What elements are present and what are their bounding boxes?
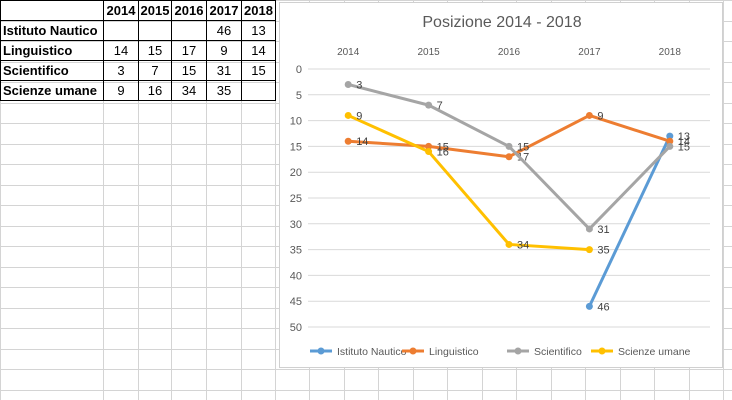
- legend-marker: [598, 347, 606, 355]
- data-point: [505, 142, 513, 150]
- table-cell[interactable]: 31: [206, 60, 242, 81]
- data-label: 15: [678, 141, 690, 153]
- x-tick-label: 2016: [498, 47, 521, 58]
- table-cell[interactable]: 17: [171, 40, 207, 61]
- table-cell[interactable]: 14: [103, 40, 139, 61]
- chart-area[interactable]: Posizione 2014 - 2018 0 5 10 15 20 25 30 35 40 45 5…: [279, 2, 723, 368]
- y-tick-label: 5: [296, 90, 302, 102]
- series-line: [347, 114, 590, 252]
- data-label: 9: [356, 110, 362, 122]
- table-cell[interactable]: 16: [138, 80, 172, 101]
- table-cell[interactable]: 7: [138, 60, 172, 81]
- y-tick-label: 45: [290, 296, 302, 308]
- table-row: Scienze umane 9 16 34 35: [0, 80, 276, 101]
- table-cell[interactable]: [138, 20, 172, 41]
- x-tick-label: 2017: [578, 47, 601, 58]
- legend-label: Istituto Nautico: [337, 346, 407, 358]
- table-cell[interactable]: 9: [206, 40, 242, 61]
- data-label: 13: [678, 131, 690, 143]
- data-label: 31: [597, 224, 609, 236]
- data-label: 35: [597, 245, 609, 257]
- data-label: 14: [356, 136, 368, 148]
- data-label: 34: [517, 239, 529, 251]
- data-point: [425, 101, 433, 109]
- chart-title: Posizione 2014 - 2018: [422, 14, 581, 31]
- data-point: [344, 111, 352, 119]
- data-label: 17: [517, 152, 529, 164]
- table-row: Scientifico 3 7 15 31 15: [0, 60, 276, 81]
- y-tick-label: 50: [290, 322, 302, 334]
- data-point: [585, 111, 593, 119]
- data-point: [585, 246, 593, 254]
- x-tick-label: 2014: [337, 47, 360, 58]
- data-point: [505, 240, 513, 248]
- table-corner-cell[interactable]: [0, 0, 104, 21]
- column-header[interactable]: 2016: [171, 0, 207, 21]
- table-cell[interactable]: 15: [171, 60, 207, 81]
- data-label: 15: [517, 141, 529, 153]
- row-label[interactable]: Scienze umane: [0, 80, 104, 101]
- data-point: [344, 137, 352, 145]
- column-header[interactable]: 2017: [206, 0, 242, 21]
- data-point: [666, 142, 674, 150]
- y-tick-label: 25: [290, 193, 302, 205]
- legend-marker: [317, 347, 325, 355]
- table-cell[interactable]: 34: [171, 80, 207, 101]
- line-chart: Posizione 2014 - 2018 0 5 10 15 20 25 30 35 40 45 5…: [290, 14, 710, 358]
- legend-marker: [514, 347, 522, 355]
- data-label: 46: [597, 301, 609, 313]
- column-header[interactable]: 2015: [138, 0, 172, 21]
- table-cell[interactable]: 35: [206, 80, 242, 101]
- data-point: [344, 80, 352, 88]
- data-label: 16: [437, 147, 449, 159]
- legend-label: Scienze umane: [618, 346, 691, 358]
- y-tick-label: 0: [296, 64, 302, 76]
- table-cell[interactable]: 9: [103, 80, 139, 101]
- data-point: [425, 142, 433, 150]
- table-cell[interactable]: [171, 20, 207, 41]
- y-tick-label: 15: [290, 141, 302, 153]
- table-cell[interactable]: 46: [206, 20, 242, 41]
- table-row: Linguistico 14 15 17 9 14: [0, 40, 276, 61]
- x-tick-label: 2018: [659, 47, 682, 58]
- y-tick-label: 10: [290, 116, 302, 128]
- table-cell[interactable]: [103, 20, 139, 41]
- table-header-row: 2014 2015 2016 2017 2018: [0, 0, 276, 21]
- column-header[interactable]: 2014: [103, 0, 139, 21]
- legend-label: Scientifico: [534, 346, 582, 358]
- data-table: 2014 2015 2016 2017 2018 Istituto Nautic…: [0, 0, 276, 101]
- table-cell[interactable]: 15: [138, 40, 172, 61]
- x-tick-label: 2015: [417, 47, 440, 58]
- table-cell[interactable]: 3: [103, 60, 139, 81]
- y-tick-label: 40: [290, 270, 302, 282]
- table-cell[interactable]: 14: [241, 40, 276, 61]
- legend-label: Linguistico: [429, 346, 479, 358]
- table-cell[interactable]: 15: [241, 60, 276, 81]
- data-label: 14: [678, 136, 690, 148]
- data-label: 3: [356, 79, 362, 91]
- data-label: 15: [437, 141, 449, 153]
- row-label[interactable]: Istituto Nautico: [0, 20, 104, 41]
- series-line: [588, 135, 672, 308]
- data-point: [666, 132, 674, 140]
- legend-marker: [409, 347, 417, 355]
- data-point: [666, 137, 674, 145]
- column-header[interactable]: 2018: [241, 0, 276, 21]
- y-tick-label: 35: [290, 245, 302, 257]
- data-point: [585, 302, 593, 310]
- row-label[interactable]: Linguistico: [0, 40, 104, 61]
- table-row: Istituto Nautico 46 13: [0, 20, 276, 41]
- table-cell[interactable]: 13: [241, 20, 276, 41]
- data-label: 9: [597, 110, 603, 122]
- data-point: [505, 153, 513, 161]
- y-tick-label: 20: [290, 167, 302, 179]
- y-tick-label: 30: [290, 219, 302, 231]
- table-cell[interactable]: [241, 80, 276, 101]
- data-label: 7: [437, 100, 443, 112]
- row-label[interactable]: Scientifico: [0, 60, 104, 81]
- data-point: [585, 225, 593, 233]
- data-point: [425, 148, 433, 156]
